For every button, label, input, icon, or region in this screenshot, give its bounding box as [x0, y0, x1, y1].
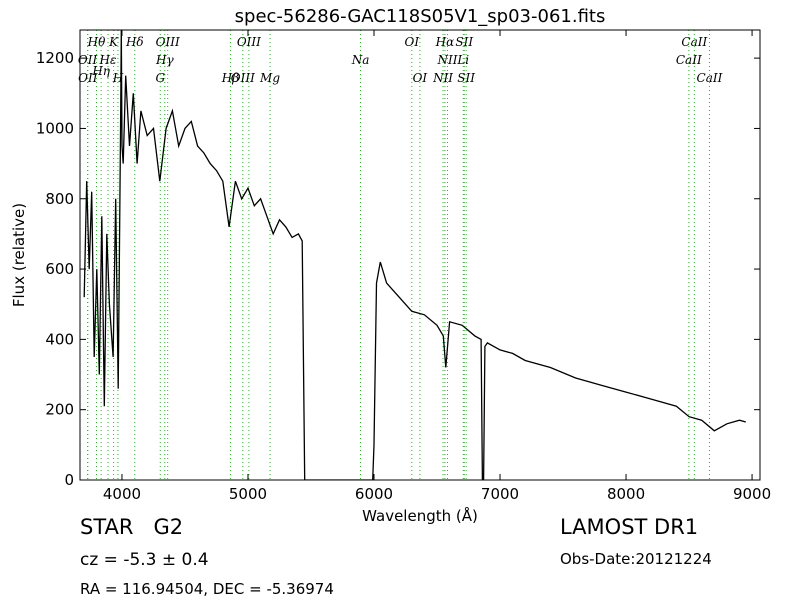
y-tick-label: 200 — [45, 401, 74, 419]
y-tick-label: 600 — [45, 260, 74, 278]
x-tick-label: 7000 — [481, 485, 519, 503]
spectral-line-label: OII — [78, 53, 98, 67]
y-tick-label: 800 — [45, 190, 74, 208]
spectral-line-label: CaII — [681, 35, 707, 49]
y-tick-label: 1000 — [36, 119, 74, 137]
spectral-line-label: SII — [457, 71, 475, 85]
obs-date-label: Obs-Date:20121224 — [560, 550, 712, 568]
x-tick-label: 6000 — [355, 485, 393, 503]
plot-area — [83, 30, 746, 480]
spectral-line-label: OIII — [237, 35, 261, 49]
spectral-line-label: G — [155, 71, 165, 85]
release-label: LAMOST DR1 — [560, 515, 698, 539]
x-tick-label: 8000 — [607, 485, 645, 503]
spectral-line-label: Mg — [259, 71, 280, 85]
spectral-line-label: OIII — [231, 71, 255, 85]
y-tick-label: 400 — [45, 330, 74, 348]
spectral-line-label: Hδ — [125, 35, 144, 49]
spectral-line-label: CaII — [676, 53, 702, 67]
spectral-line-label: H — [112, 71, 124, 85]
spectral-line-label: OIII — [156, 35, 180, 49]
spectral-line-label: CaII — [697, 71, 723, 85]
cz-label: cz = -5.3 ± 0.4 — [80, 550, 209, 570]
x-tick-label: 4000 — [103, 485, 141, 503]
spectral-line-label: Hγ — [155, 53, 174, 67]
spectral-line-label: NII — [436, 53, 457, 67]
coords-label: RA = 116.94504, DEC = -5.36974 — [80, 580, 334, 598]
spectral-line-label: Hβ — [221, 71, 239, 85]
spectral-line-label: Li — [456, 53, 469, 67]
spectrum-line — [83, 30, 746, 480]
spectral-line-label: OI — [405, 35, 420, 49]
spectral-line-label: Na — [351, 53, 370, 67]
x-tick-label: 5000 — [229, 485, 267, 503]
chart-title: spec-56286-GAC118S05V1_sp03-061.fits — [235, 6, 606, 27]
class-label: STAR G2 — [80, 515, 183, 539]
spectral-line-label: Hα — [435, 35, 455, 49]
spectral-line-label: OI — [413, 71, 428, 85]
plot-frame — [79, 29, 761, 481]
spectral-line-label: Hη — [91, 64, 110, 78]
spectral-line-label: K — [108, 35, 119, 49]
y-axis-label: Flux (relative) — [10, 203, 28, 307]
spectral-line-label: Hθ — [87, 35, 106, 49]
spectral-line-label: SII — [455, 35, 473, 49]
y-tick-label: 0 — [64, 471, 74, 489]
spectral-line-label: OII — [78, 71, 98, 85]
spectral-line-label: NII — [432, 71, 453, 85]
spectral-line-label: Hε — [99, 53, 117, 67]
y-tick-label: 1200 — [36, 49, 74, 67]
x-axis-label: Wavelength (Å) — [362, 506, 478, 525]
x-tick-label: 9000 — [733, 485, 771, 503]
